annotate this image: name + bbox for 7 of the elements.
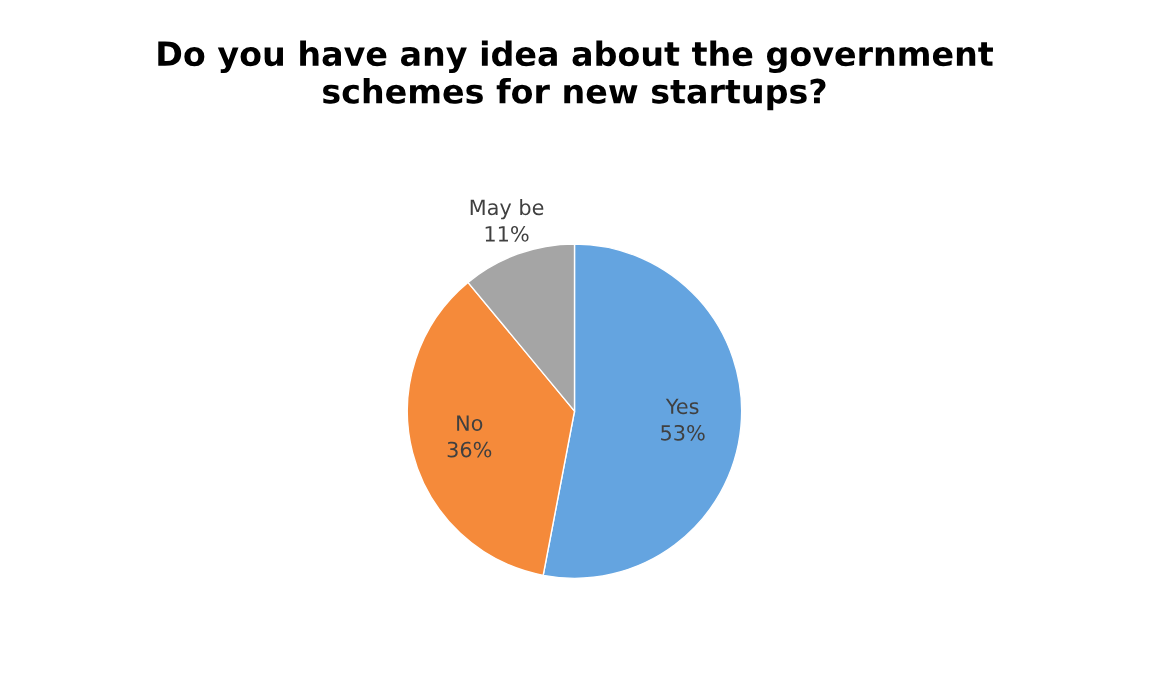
data-label: 11% xyxy=(485,225,529,242)
slice-label: No xyxy=(457,415,483,431)
slice-label: Yes xyxy=(665,398,699,415)
data-label: 53% xyxy=(661,424,705,441)
data-label: 36% xyxy=(447,441,492,458)
slice-label: May be xyxy=(470,199,544,220)
chart-title: Do you have any idea about the government schemes for new startups? xyxy=(158,40,993,111)
